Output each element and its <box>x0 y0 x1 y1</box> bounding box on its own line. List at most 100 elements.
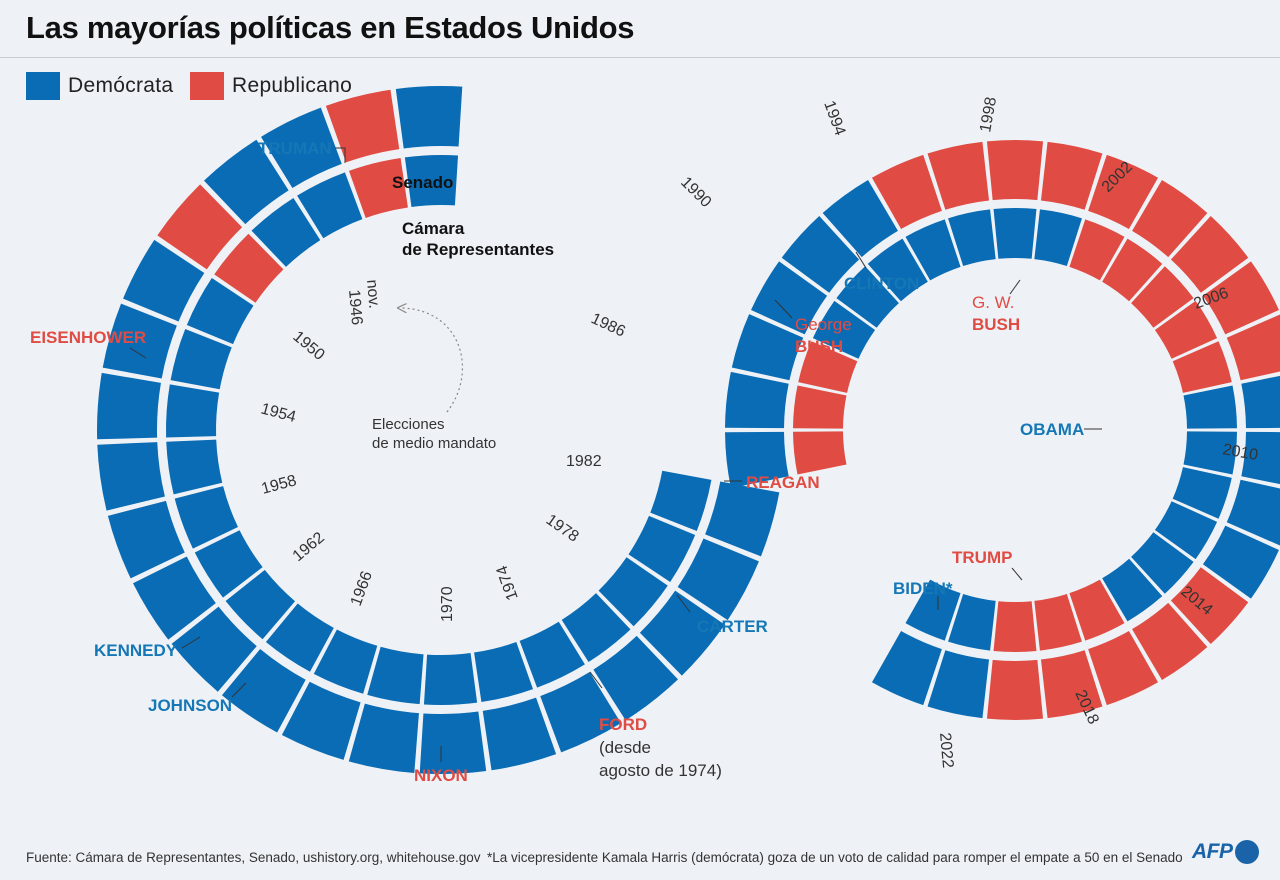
house-segment <box>170 328 232 390</box>
house-segment <box>367 646 424 705</box>
senate-segment <box>221 648 306 733</box>
legend-item-democrat: Demócrata <box>26 72 173 100</box>
year-label-1962: 1962 <box>290 529 328 565</box>
ford-note-2: agosto de 1974) <box>599 761 722 780</box>
senate-segment <box>1040 650 1103 719</box>
senate-segment <box>871 630 942 706</box>
annotation-text-2: de medio mandato <box>372 435 496 452</box>
senate-segment <box>751 261 828 335</box>
afp-logo-dot <box>1234 840 1259 864</box>
house-segment <box>297 172 363 239</box>
leader-kennedy <box>181 636 201 649</box>
house-segment <box>166 439 223 495</box>
year-label-2010: 2010 <box>1221 441 1259 464</box>
legend-item-republican: Republicano <box>190 72 352 100</box>
president-george-bush: BUSH <box>795 337 843 356</box>
leader-eisenhower <box>129 347 147 359</box>
senate-segment <box>725 371 789 429</box>
senate-segment <box>927 650 990 719</box>
legend-label-democrat: Demócrata <box>68 74 174 97</box>
senate-segment <box>822 179 898 258</box>
leader-truman <box>335 147 346 163</box>
year-label-1994: 1994 <box>820 99 848 138</box>
house-segment <box>1154 501 1218 560</box>
house-segment <box>628 515 696 582</box>
house-segment <box>836 266 899 328</box>
senate-segment <box>157 184 243 270</box>
leader-george-bush <box>774 299 793 319</box>
house-segment <box>404 154 459 207</box>
senate-segment <box>482 697 557 771</box>
president-nixon: NIXON <box>414 766 468 785</box>
senate-segment <box>395 86 463 149</box>
senate-segment <box>261 107 342 188</box>
house-segment <box>948 209 996 267</box>
house-segment <box>174 486 239 549</box>
house-segment <box>1172 467 1232 519</box>
house-segment <box>1069 219 1125 281</box>
spiral-segments <box>97 86 1280 774</box>
house-segment <box>993 208 1037 259</box>
house-segment <box>948 593 996 651</box>
president-george-first-name: George <box>795 315 852 334</box>
house-segment <box>1183 385 1237 429</box>
house-segment <box>1172 341 1232 393</box>
year-label-1982: 1982 <box>566 453 602 470</box>
president-eisenhower: EISENHOWER <box>30 328 146 347</box>
senate-segment <box>97 372 161 440</box>
president-johnson: JOHNSON <box>148 696 232 715</box>
senate-segment <box>731 314 804 381</box>
senate-segment <box>419 711 487 774</box>
year-label-1958: 1958 <box>260 472 299 498</box>
house-segment <box>265 603 334 672</box>
senate-segment <box>1088 630 1159 706</box>
president-kennedy: KENNEDY <box>94 641 178 660</box>
ford-note-1: (desde <box>599 738 651 757</box>
house-segment <box>650 470 712 532</box>
senate-segment <box>281 681 361 760</box>
house-segment <box>194 530 263 598</box>
president-sublabels: George G. W. (desde agosto de 1974) <box>599 293 1015 780</box>
senate-segment <box>325 89 400 163</box>
president-trump: TRUMP <box>952 548 1012 567</box>
house-segment <box>1034 593 1082 651</box>
house-segment <box>1131 266 1194 328</box>
house-segment <box>793 385 847 429</box>
president-clinton: CLINTON <box>844 274 919 293</box>
afp-logo: AFP <box>1192 840 1259 864</box>
president-gw-initials: G. W. <box>972 293 1015 312</box>
house-segment <box>905 219 961 281</box>
year-label-1946: 1946 <box>345 289 365 326</box>
year-label-1998: 1998 <box>977 96 1000 134</box>
senate-segment <box>725 431 789 489</box>
house-segment <box>1154 300 1218 359</box>
senate-segment <box>540 672 621 753</box>
year-label-1966: 1966 <box>348 569 376 608</box>
senate-segment <box>171 606 257 692</box>
leader-carter <box>676 594 691 613</box>
senate-segment <box>927 141 990 210</box>
leader-ford <box>589 671 603 689</box>
senate-segment <box>203 139 289 225</box>
president-carter: CARTER <box>697 617 768 636</box>
house-segment <box>519 621 585 688</box>
year-label-1986: 1986 <box>588 310 628 340</box>
senate-segment <box>677 538 759 621</box>
senate-segment <box>1040 141 1103 210</box>
footer-note: *La vicepresidente Kamala Harris (demócr… <box>487 850 1183 865</box>
ring-label-camara-2: de Representantes <box>402 240 554 259</box>
senate-segment <box>986 139 1044 201</box>
president-labels: TRUMAN EISENHOWER KENNEDY JOHNSON NIXON … <box>30 139 1084 785</box>
senate-segment <box>781 216 860 293</box>
house-segment <box>793 431 847 475</box>
senate-segment <box>639 590 725 676</box>
house-segment <box>251 197 321 267</box>
senate-segment <box>123 239 205 322</box>
senate-segment <box>986 659 1044 720</box>
senate-segment <box>1132 179 1208 258</box>
senate-segment <box>97 442 165 511</box>
house-segment <box>186 278 254 345</box>
senate-segment <box>1170 567 1249 644</box>
president-truman: TRUMAN <box>258 139 332 158</box>
president-reagan: REAGAN <box>746 473 820 492</box>
